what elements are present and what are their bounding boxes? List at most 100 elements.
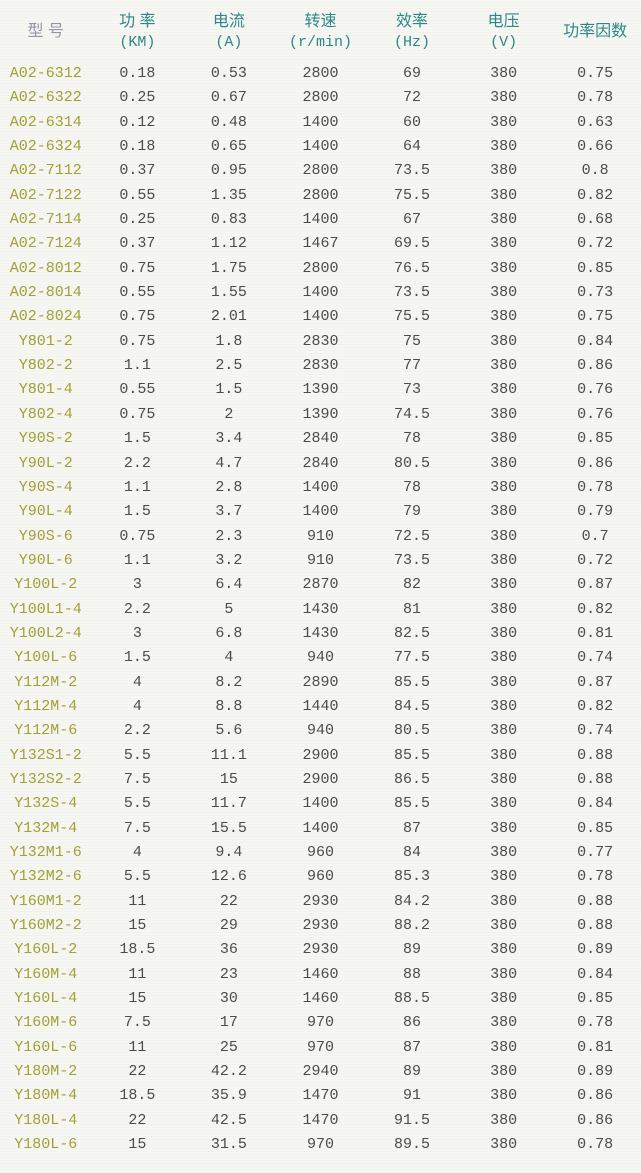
value-cell: 4.7 [215, 454, 243, 472]
value-cell: 380 [490, 430, 518, 448]
value-cell: 0.89 [577, 941, 614, 959]
value-cell: 0.75 [119, 259, 156, 277]
value-cell: 0.18 [119, 65, 156, 82]
value-cell: 4 [224, 649, 234, 667]
value-cell: 85.5 [394, 673, 431, 691]
model-cell: Y100L2-4 [9, 624, 82, 642]
value-cell: 0.68 [577, 211, 614, 229]
value-cell: 380 [490, 941, 518, 959]
model-cell: Y100L-6 [14, 649, 78, 667]
value-cell: 0.75 [577, 65, 614, 82]
value-cell: 0.8 [581, 162, 609, 180]
value-cell: 5.6 [215, 722, 243, 740]
value-cell: 380 [490, 1063, 518, 1081]
value-cell: 380 [490, 892, 518, 910]
table-row: Y160L-6 11 25 970 87 380 0.81 [0, 1036, 641, 1060]
value-cell: 380 [490, 576, 518, 594]
table-row: Y112M-2 4 8.2 2890 85.5 380 0.87 [0, 671, 641, 695]
value-cell: 0.66 [577, 138, 614, 156]
value-cell: 85.5 [394, 795, 431, 813]
value-cell: 2800 [302, 65, 339, 82]
value-cell: 69.5 [394, 235, 431, 253]
value-cell: 380 [490, 211, 518, 229]
value-cell: 380 [490, 1087, 518, 1105]
table-row: Y112M-4 4 8.8 1440 84.5 380 0.82 [0, 695, 641, 719]
value-cell: 0.83 [210, 211, 247, 229]
value-cell: 0.55 [119, 284, 156, 302]
value-cell: 11.1 [210, 746, 247, 764]
value-cell: 18.5 [119, 1087, 156, 1105]
value-cell: 380 [490, 819, 518, 837]
value-cell: 22 [128, 1063, 147, 1081]
value-cell: 0.88 [577, 892, 614, 910]
value-cell: 2870 [302, 576, 339, 594]
value-cell: 0.12 [119, 113, 156, 131]
value-cell: 1470 [302, 1111, 339, 1129]
value-cell: 74.5 [394, 405, 431, 423]
value-cell: 380 [490, 600, 518, 618]
value-cell: 0.77 [577, 844, 614, 861]
value-cell: 25 [219, 1038, 238, 1056]
value-cell: 75.5 [394, 308, 431, 326]
table-row: Y132S1-2 5.5 11.1 2900 85.5 380 0.88 [0, 744, 641, 768]
value-cell: 970 [306, 1014, 334, 1032]
model-cell: Y132S2-2 [9, 770, 82, 788]
model-cell: Y132M2-6 [9, 868, 82, 886]
value-cell: 380 [490, 965, 518, 983]
value-cell: 0.84 [577, 965, 614, 983]
value-cell: 380 [490, 332, 518, 350]
table-body: A02-6312 0.18 0.53 2800 69 380 0.75 A02-6322 0.2… [0, 62, 641, 1157]
value-cell: 1400 [302, 795, 339, 813]
model-cell: Y160M-6 [14, 1014, 78, 1032]
value-cell: 0.88 [577, 917, 614, 935]
value-cell: 5.5 [123, 746, 151, 764]
value-cell: 67 [403, 211, 422, 229]
value-cell: 8.2 [215, 673, 243, 691]
model-cell: Y132S-4 [14, 795, 78, 813]
table-row: Y160M1-2 11 22 2930 84.2 380 0.88 [0, 890, 641, 914]
value-cell: 2.2 [123, 600, 151, 618]
value-cell: 91.5 [394, 1111, 431, 1129]
value-cell: 88.5 [394, 990, 431, 1008]
table-row: Y100L-6 1.5 4 940 77.5 380 0.74 [0, 646, 641, 670]
value-cell: 1460 [302, 965, 339, 983]
value-cell: 2.2 [123, 454, 151, 472]
model-cell: Y112M-4 [14, 697, 78, 715]
value-cell: 86 [403, 1014, 422, 1032]
table-row: A02-7114 0.25 0.83 1400 67 380 0.68 [0, 208, 641, 232]
value-cell: 380 [490, 649, 518, 667]
column-header-current-unit: (A) [215, 33, 243, 51]
value-cell: 380 [490, 259, 518, 277]
value-cell: 82 [403, 576, 422, 594]
model-cell: Y180M-4 [14, 1087, 78, 1105]
value-cell: 15 [128, 917, 147, 935]
model-cell: A02-6314 [9, 113, 82, 131]
column-header-voltage-label: 电压 [487, 13, 520, 31]
model-cell: A02-8014 [9, 284, 82, 302]
column-header-speed-label: 转速 [304, 13, 337, 31]
value-cell: 72 [403, 89, 422, 107]
value-cell: 12.6 [210, 868, 247, 886]
table-row: A02-6314 0.12 0.48 1400 60 380 0.63 [0, 111, 641, 135]
value-cell: 0.84 [577, 795, 614, 813]
value-cell: 73.5 [394, 162, 431, 180]
value-cell: 2.01 [210, 308, 247, 326]
value-cell: 87 [403, 1038, 422, 1056]
value-cell: 84.2 [394, 892, 431, 910]
table-row: A02-7112 0.37 0.95 2800 73.5 380 0.8 [0, 159, 641, 183]
value-cell: 5.5 [123, 868, 151, 886]
value-cell: 42.5 [210, 1111, 247, 1129]
value-cell: 0.25 [119, 211, 156, 229]
value-cell: 77.5 [394, 649, 431, 667]
table-row: Y132S2-2 7.5 15 2900 86.5 380 0.88 [0, 768, 641, 792]
model-cell: A02-7124 [9, 235, 82, 253]
value-cell: 2830 [302, 332, 339, 350]
table-row: A02-8024 0.75 2.01 1400 75.5 380 0.75 [0, 305, 641, 329]
value-cell: 380 [490, 1014, 518, 1032]
value-cell: 380 [490, 284, 518, 302]
model-cell: Y100L1-4 [9, 600, 82, 618]
value-cell: 3.7 [215, 503, 243, 521]
value-cell: 380 [490, 722, 518, 740]
value-cell: 0.88 [577, 746, 614, 764]
